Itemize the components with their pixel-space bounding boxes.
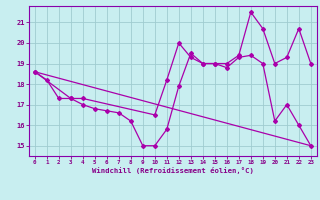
- X-axis label: Windchill (Refroidissement éolien,°C): Windchill (Refroidissement éolien,°C): [92, 167, 254, 174]
